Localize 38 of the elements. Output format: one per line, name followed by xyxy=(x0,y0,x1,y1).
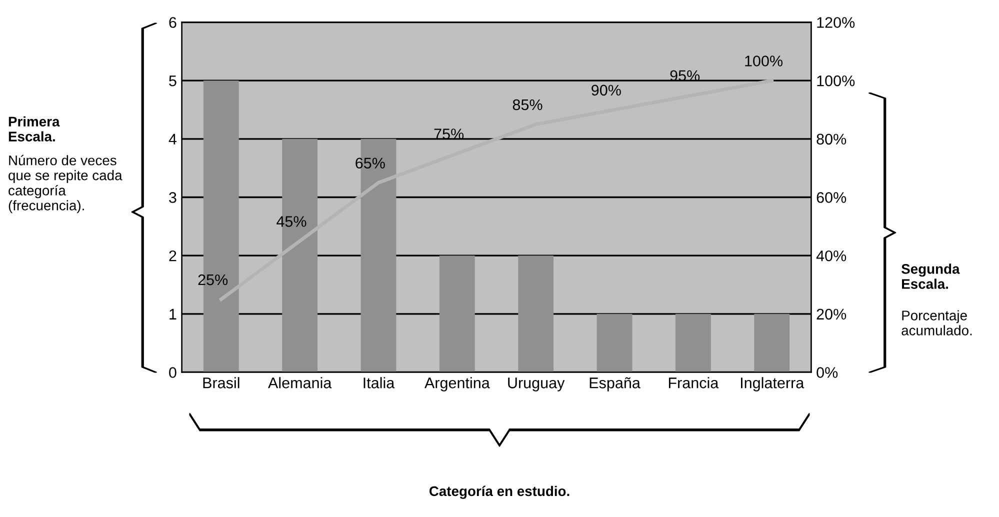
x-tick-label: Francia xyxy=(668,377,719,388)
x-tick-label: Uruguay xyxy=(508,378,565,392)
y-tick-label: 0 xyxy=(169,367,176,378)
text: Categoría en estudio. xyxy=(429,486,570,499)
data-label: 100% xyxy=(745,56,783,66)
y2-tick-label: 80% xyxy=(816,134,846,145)
y-tick-label: 4 xyxy=(168,134,177,144)
text: Número de veces que se repite cada categoría (frecuencia). xyxy=(8,154,122,214)
y-tick-label: 6 xyxy=(169,17,176,28)
data-label: 90% xyxy=(592,84,621,96)
y2-tick-label: 100% xyxy=(817,75,855,86)
data-label: 65% xyxy=(356,158,385,169)
y2-tick-label: 40% xyxy=(816,250,846,262)
y-tick-label: 1 xyxy=(170,308,176,320)
x-tick-label: Brasil xyxy=(203,377,240,388)
y-tick-label: 5 xyxy=(169,76,176,86)
y2-tick-label: 0% xyxy=(816,367,838,378)
x-tick-label: Alemania xyxy=(268,377,332,388)
data-label: 25% xyxy=(198,274,228,286)
x-tick-label: Argentina xyxy=(424,377,490,392)
bar xyxy=(754,314,790,372)
text: Porcentaje acumulado. xyxy=(902,310,972,336)
bar xyxy=(675,314,711,372)
y2-tick-label: 20% xyxy=(816,308,846,320)
bar xyxy=(518,256,554,372)
y2-tick-label: 60% xyxy=(816,192,846,203)
text: Primera Escala. xyxy=(8,116,60,142)
text: Segunda Escala. xyxy=(901,264,960,289)
x-tick-label: Inglaterra xyxy=(740,377,804,392)
data-label: 45% xyxy=(276,216,306,227)
x-tick-label: Italia xyxy=(364,377,395,388)
bar xyxy=(439,256,475,372)
data-label: 85% xyxy=(512,99,542,110)
bar xyxy=(596,314,632,372)
y-tick-label: 3 xyxy=(169,192,176,203)
x-tick-label: España xyxy=(590,377,640,392)
y2-tick-label: 120% xyxy=(817,17,855,28)
y-tick-label: 2 xyxy=(169,250,176,262)
